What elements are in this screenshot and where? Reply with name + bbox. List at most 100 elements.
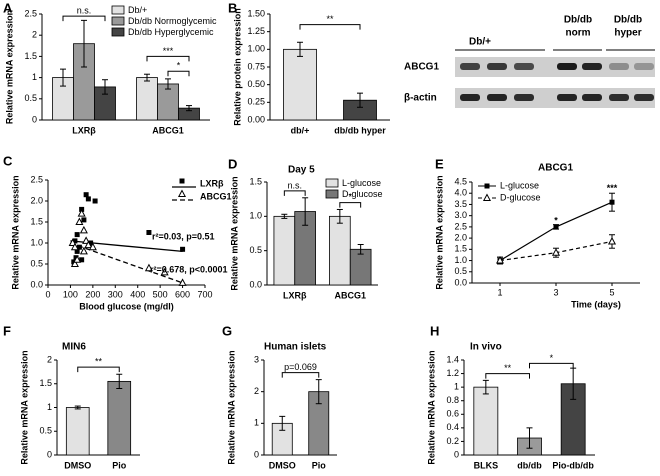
x-tick-label: 200 bbox=[85, 289, 100, 299]
y-tick-label: 1.00 bbox=[247, 44, 265, 54]
y-axis-label: Relative mRNA expression bbox=[434, 175, 444, 289]
y-tick-label: 1.0 bbox=[249, 211, 262, 221]
x-tick-label: 700 bbox=[197, 289, 212, 299]
legend-label: L-glucose bbox=[500, 180, 539, 190]
y-tick-label: 0.50 bbox=[247, 79, 265, 89]
y-tick-label: 0.8 bbox=[446, 395, 459, 405]
annotation: * bbox=[554, 216, 558, 226]
legend-label: L-glucose bbox=[342, 178, 381, 188]
significance-bracket bbox=[62, 15, 106, 22]
y-tick-label: 1.50 bbox=[247, 8, 265, 18]
annotation: * bbox=[348, 192, 352, 202]
y-tick-label: 0 bbox=[254, 449, 259, 459]
y-tick-label: 1.4 bbox=[446, 354, 459, 364]
x-tick-label: LXRβ bbox=[72, 125, 96, 135]
significance-bracket bbox=[167, 70, 190, 77]
y-tick-label: 2.5 bbox=[24, 8, 37, 18]
y-tick-label: 0.25 bbox=[247, 97, 265, 107]
legend-label: D-glucose bbox=[342, 189, 383, 199]
x-tick-label: ABCG1 bbox=[334, 290, 366, 300]
marker bbox=[79, 225, 88, 234]
y-tick-label: 0.6 bbox=[446, 409, 459, 419]
x-tick-label: ABCG1 bbox=[152, 125, 184, 135]
blot-band bbox=[557, 63, 577, 70]
x-tick-label: 3 bbox=[553, 287, 558, 297]
legend-label: Db/db Normoglycemic bbox=[128, 16, 217, 26]
marker bbox=[70, 259, 79, 267]
y-tick-label: 2 bbox=[47, 354, 52, 364]
y-tick-label: 2 bbox=[32, 30, 37, 40]
y-axis-label: Relative mRNA expression bbox=[19, 350, 29, 464]
blot-band bbox=[634, 63, 654, 70]
y-tick-label: 2 bbox=[254, 386, 259, 396]
x-tick-label: 600 bbox=[175, 289, 190, 299]
annotation: *** bbox=[163, 46, 174, 56]
legend-swatch bbox=[325, 189, 339, 199]
marker bbox=[88, 240, 94, 246]
x-tick-label: 1 bbox=[497, 287, 502, 297]
chart-title: In vivo bbox=[470, 342, 502, 353]
significance-bracket bbox=[146, 55, 190, 62]
panel-letter: F bbox=[3, 323, 11, 338]
y-tick-label: 3 bbox=[254, 354, 259, 364]
blot-band bbox=[582, 94, 602, 101]
y-tick-label: 0.2 bbox=[446, 436, 459, 446]
marker bbox=[74, 232, 80, 238]
legend-swatch bbox=[111, 16, 125, 26]
blot-band bbox=[609, 94, 629, 101]
bar bbox=[473, 386, 499, 456]
y-tick-label: 0.75 bbox=[247, 61, 265, 71]
blot-group-label: hyper bbox=[614, 28, 641, 39]
y-axis-label: Relative protein expression bbox=[232, 8, 242, 126]
blot-band bbox=[634, 94, 654, 101]
bar bbox=[65, 407, 90, 456]
y-tick-label: 1 bbox=[454, 382, 459, 392]
y-tick-label: 3.5 bbox=[454, 199, 467, 209]
y-tick-label: 0.00 bbox=[247, 114, 265, 124]
annotation: r²=0.678, p<0.0001 bbox=[150, 264, 228, 274]
y-tick-label: 1.2 bbox=[446, 368, 459, 378]
marker bbox=[180, 246, 186, 252]
blot-band bbox=[460, 63, 480, 70]
panel-letter: H bbox=[430, 323, 439, 338]
marker bbox=[146, 230, 152, 235]
y-tick-label: 2.0 bbox=[454, 232, 467, 242]
x-tick-label: Pio bbox=[312, 460, 327, 470]
chart-title: Human islets bbox=[264, 342, 327, 353]
y-tick-label: 1.0 bbox=[454, 255, 467, 265]
x-axis-label: Time (days) bbox=[571, 299, 621, 309]
y-tick-label: 0.5 bbox=[30, 258, 43, 268]
marker bbox=[79, 257, 85, 263]
marker bbox=[75, 217, 84, 225]
y-tick-label: 1.0 bbox=[30, 237, 43, 247]
significance-bracket bbox=[299, 24, 361, 30]
marker bbox=[74, 248, 80, 254]
blot-band bbox=[460, 94, 480, 101]
x-tick-label: db/+ bbox=[291, 125, 310, 135]
y-tick-label: 1 bbox=[32, 72, 37, 82]
y-tick-label: 1.5 bbox=[39, 378, 52, 388]
bar bbox=[329, 215, 351, 286]
x-tick-label: Pio-db/db bbox=[552, 460, 594, 470]
y-tick-label: 1.5 bbox=[30, 216, 43, 226]
x-tick-label: DMSO bbox=[269, 460, 296, 470]
chart-title: ABCG1 bbox=[538, 163, 573, 174]
y-tick-label: 3.0 bbox=[454, 210, 467, 220]
bar bbox=[349, 248, 372, 286]
annotation: r²=0.03, p=0.51 bbox=[152, 231, 215, 241]
blot-band bbox=[487, 63, 507, 70]
bar bbox=[107, 380, 132, 456]
marker bbox=[92, 198, 98, 204]
trend-line bbox=[70, 242, 183, 284]
y-tick-label: 4.0 bbox=[454, 188, 467, 198]
panel-letter: A bbox=[3, 0, 13, 15]
marker bbox=[77, 209, 86, 217]
marker bbox=[607, 236, 617, 245]
panel-letter: E bbox=[435, 156, 444, 171]
y-tick-label: 4.5 bbox=[454, 176, 467, 186]
y-tick-label: 0.4 bbox=[446, 422, 459, 432]
marker bbox=[177, 189, 187, 197]
marker bbox=[70, 242, 79, 251]
annotation: ** bbox=[504, 363, 512, 373]
annotation: ** bbox=[95, 357, 103, 367]
